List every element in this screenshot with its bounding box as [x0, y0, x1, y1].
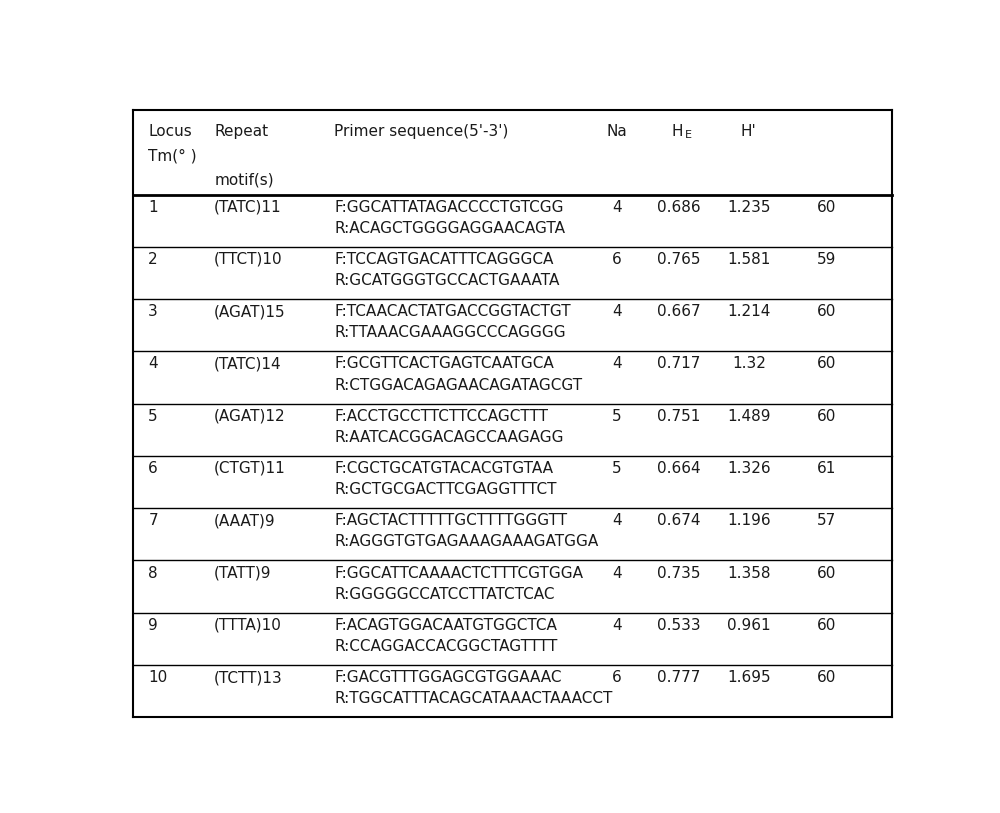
Text: 6: 6 [148, 461, 158, 476]
Text: 1.235: 1.235 [727, 200, 771, 215]
Text: 0.961: 0.961 [727, 618, 771, 633]
Text: H': H' [741, 124, 757, 139]
Text: 4: 4 [612, 566, 622, 580]
Text: 5: 5 [148, 409, 158, 424]
Text: 60: 60 [817, 356, 836, 372]
Text: 60: 60 [817, 566, 836, 580]
Text: F:GGCATTCAAAACTCTTTCGTGGA: F:GGCATTCAAAACTCTTTCGTGGA [334, 566, 583, 580]
Text: R:AATCACGGACAGCCAAGAGG: R:AATCACGGACAGCCAAGAGG [334, 430, 564, 445]
Text: 60: 60 [817, 670, 836, 685]
Text: F:ACAGTGGACAATGTGGCTCA: F:ACAGTGGACAATGTGGCTCA [334, 618, 557, 633]
Text: Repeat: Repeat [214, 124, 268, 139]
Text: 1.489: 1.489 [727, 409, 771, 424]
Text: (CTGT)11: (CTGT)11 [214, 461, 286, 476]
Text: (TATC)11: (TATC)11 [214, 200, 282, 215]
Text: (TATC)14: (TATC)14 [214, 356, 282, 372]
Text: 60: 60 [817, 304, 836, 320]
Text: 6: 6 [612, 670, 622, 685]
Text: 1.196: 1.196 [727, 513, 771, 528]
Text: (AAAT)9: (AAAT)9 [214, 513, 276, 528]
Text: H: H [671, 124, 683, 139]
Text: (TATT)9: (TATT)9 [214, 566, 272, 580]
Text: 9: 9 [148, 618, 158, 633]
Text: F:GGCATTATAGACCCCTGTCGG: F:GGCATTATAGACCCCTGTCGG [334, 200, 564, 215]
Text: Tm(° ): Tm(° ) [148, 149, 197, 164]
Text: 6: 6 [612, 252, 622, 267]
Text: (TTCT)10: (TTCT)10 [214, 252, 283, 267]
Text: R:AGGGTGTGAGAAAGAAAGATGGA: R:AGGGTGTGAGAAAGAAAGATGGA [334, 534, 598, 550]
Text: 4: 4 [612, 356, 622, 372]
Text: R:CTGGACAGAGAACAGATAGCGT: R:CTGGACAGAGAACAGATAGCGT [334, 377, 582, 393]
Text: 0.674: 0.674 [657, 513, 701, 528]
Text: F:GCGTTCACTGAGTCAATGCA: F:GCGTTCACTGAGTCAATGCA [334, 356, 554, 372]
Text: (AGAT)12: (AGAT)12 [214, 409, 286, 424]
Text: 1.32: 1.32 [732, 356, 766, 372]
Text: 0.664: 0.664 [657, 461, 701, 476]
Text: (TCTT)13: (TCTT)13 [214, 670, 283, 685]
Text: 0.717: 0.717 [657, 356, 701, 372]
Text: Na: Na [607, 124, 628, 139]
Text: F:CGCTGCATGTACACGTGTAA: F:CGCTGCATGTACACGTGTAA [334, 461, 553, 476]
Text: 0.686: 0.686 [657, 200, 701, 215]
Text: 7: 7 [148, 513, 158, 528]
Text: 4: 4 [612, 618, 622, 633]
Text: F:GACGTTTGGAGCGTGGAAAC: F:GACGTTTGGAGCGTGGAAAC [334, 670, 562, 685]
Text: R:TGGCATTTACAGCATAAACTAAACCT: R:TGGCATTTACAGCATAAACTAAACCT [334, 691, 613, 706]
Text: F:TCCAGTGACATTTCAGGGCA: F:TCCAGTGACATTTCAGGGCA [334, 252, 554, 267]
Text: 1.214: 1.214 [727, 304, 771, 320]
Text: R:CCAGGACCACGGCTAGTTTT: R:CCAGGACCACGGCTAGTTTT [334, 639, 558, 654]
Text: (AGAT)15: (AGAT)15 [214, 304, 286, 320]
Text: 10: 10 [148, 670, 168, 685]
Text: 0.765: 0.765 [657, 252, 701, 267]
Text: R:GGGGGCCATCCTTATCTCAC: R:GGGGGCCATCCTTATCTCAC [334, 587, 555, 602]
Text: R:ACAGCTGGGGAGGAACAGTA: R:ACAGCTGGGGAGGAACAGTA [334, 220, 565, 236]
Text: F:ACCTGCCTTCTTCCAGCTTT: F:ACCTGCCTTCTTCCAGCTTT [334, 409, 548, 424]
Text: 1.581: 1.581 [727, 252, 771, 267]
Text: 1: 1 [148, 200, 158, 215]
Text: 61: 61 [817, 461, 836, 476]
Text: F:TCAACACTATGACCGGTACTGT: F:TCAACACTATGACCGGTACTGT [334, 304, 571, 320]
Text: 0.533: 0.533 [657, 618, 701, 633]
Text: 8: 8 [148, 566, 158, 580]
Text: E: E [685, 130, 692, 140]
Text: 0.735: 0.735 [657, 566, 701, 580]
Text: R:GCATGGGTGCCACTGAAATA: R:GCATGGGTGCCACTGAAATA [334, 273, 560, 288]
Text: 3: 3 [148, 304, 158, 320]
Text: R:GCTGCGACTTCGAGGTTTCT: R:GCTGCGACTTCGAGGTTTCT [334, 482, 557, 497]
Text: 4: 4 [612, 200, 622, 215]
Text: R:TTAAACGAAAGGCCCAGGGG: R:TTAAACGAAAGGCCCAGGGG [334, 325, 566, 341]
Text: 4: 4 [612, 304, 622, 320]
Text: 1.695: 1.695 [727, 670, 771, 685]
Text: 0.777: 0.777 [657, 670, 701, 685]
Text: 2: 2 [148, 252, 158, 267]
Text: 59: 59 [817, 252, 836, 267]
Text: 0.667: 0.667 [657, 304, 701, 320]
Text: (TTTA)10: (TTTA)10 [214, 618, 282, 633]
Text: 60: 60 [817, 409, 836, 424]
Text: 1.358: 1.358 [727, 566, 771, 580]
Text: 57: 57 [817, 513, 836, 528]
Text: 5: 5 [612, 461, 622, 476]
Text: Primer sequence(5'-3'): Primer sequence(5'-3') [334, 124, 509, 139]
Text: 1.326: 1.326 [727, 461, 771, 476]
Text: F:AGCTACTTTTTGCTTTTGGGTT: F:AGCTACTTTTTGCTTTTGGGTT [334, 513, 567, 528]
Text: 4: 4 [148, 356, 158, 372]
Text: 4: 4 [612, 513, 622, 528]
Text: 5: 5 [612, 409, 622, 424]
Text: 60: 60 [817, 200, 836, 215]
Text: 0.751: 0.751 [657, 409, 701, 424]
Text: 60: 60 [817, 618, 836, 633]
Text: Locus: Locus [148, 124, 192, 139]
Text: motif(s): motif(s) [214, 172, 274, 188]
